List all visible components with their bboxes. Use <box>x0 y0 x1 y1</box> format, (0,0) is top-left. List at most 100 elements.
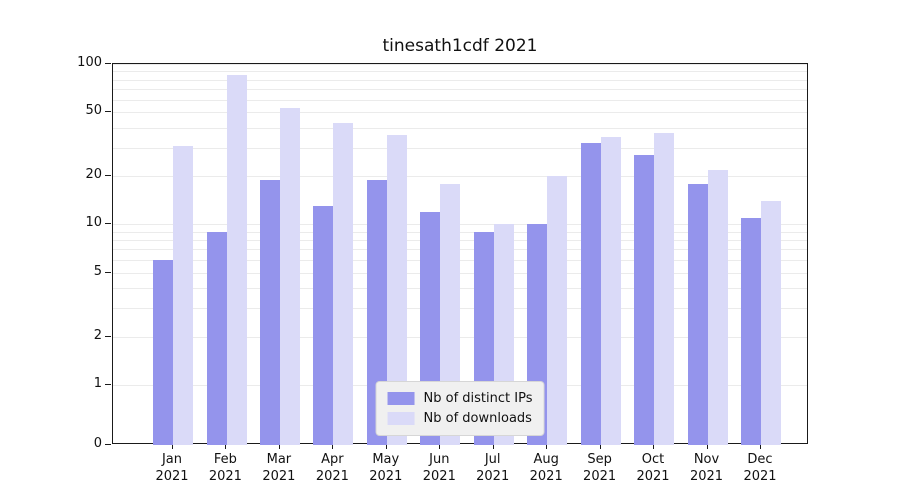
bar-distinct-ips-mar <box>259 179 280 445</box>
gridline <box>113 176 807 178</box>
bar-downloads-mar <box>279 108 300 445</box>
x-tick-month: Feb <box>213 452 237 467</box>
plot-area: Nb of distinct IPs Nb of downloads <box>112 63 808 445</box>
y-tick-mark <box>105 271 111 273</box>
y-tick-mark <box>105 175 111 177</box>
x-tick-year: 2021 <box>743 469 777 484</box>
legend-swatch <box>387 392 415 405</box>
x-tick-mark <box>385 444 387 449</box>
x-tick-year: 2021 <box>315 469 349 484</box>
x-tick-month: Dec <box>747 452 773 467</box>
gridline <box>113 112 807 114</box>
bar-distinct-ips-may <box>366 179 387 445</box>
x-tick-label-feb: Feb 2021 <box>195 451 255 485</box>
bar-downloads-dec <box>761 201 781 445</box>
x-tick-mark <box>760 444 761 449</box>
x-tick-year: 2021 <box>583 469 617 484</box>
x-tick-month: Jul <box>484 452 501 467</box>
bar-distinct-ips-feb <box>206 231 227 445</box>
bar-downloads-sep <box>600 137 621 445</box>
bar-downloads-nov <box>707 169 728 445</box>
x-tick-label-mar: Mar 2021 <box>249 451 309 485</box>
bar-distinct-ips-apr <box>313 206 334 445</box>
x-tick-label-sep: Sep 2021 <box>570 451 630 485</box>
y-tick-mark <box>105 111 111 113</box>
bar-distinct-ips-dec <box>741 217 761 445</box>
gridline <box>113 71 807 73</box>
bar-downloads-jan <box>173 145 193 445</box>
x-tick-mark <box>332 444 334 449</box>
x-tick-month: Sep <box>587 452 612 467</box>
y-tick-mark <box>105 444 111 445</box>
x-tick-month: Jun <box>429 452 450 467</box>
gridline <box>113 127 807 129</box>
gridline <box>113 64 807 65</box>
y-tick-label: 5 <box>93 263 102 279</box>
y-tick-mark <box>105 63 111 64</box>
bar-distinct-ips-nov <box>687 183 708 445</box>
x-tick-mark <box>172 444 173 449</box>
gridline <box>113 88 807 90</box>
x-tick-year: 2021 <box>369 469 403 484</box>
chart-title: tinesath1cdf 2021 <box>382 36 538 56</box>
legend-label: Nb of distinct IPs <box>423 391 533 406</box>
y-tick-label: 0 <box>93 436 102 451</box>
x-tick-year: 2021 <box>636 469 670 484</box>
x-tick-month: Mar <box>266 452 292 467</box>
bar-downloads-jun <box>440 183 461 445</box>
x-tick-month: Oct <box>641 452 665 467</box>
bar-downloads-aug <box>547 176 568 445</box>
bar-downloads-feb <box>226 75 247 445</box>
y-tick-label: 50 <box>85 103 102 119</box>
y-tick-label: 20 <box>85 167 102 183</box>
x-tick-label-may: May 2021 <box>356 451 416 485</box>
x-tick-label-dec: Dec 2021 <box>730 451 790 485</box>
legend-swatch <box>387 412 415 425</box>
y-tick-label: 100 <box>77 55 102 70</box>
x-tick-year: 2021 <box>422 469 456 484</box>
gridline <box>113 147 807 149</box>
y-tick-mark <box>105 383 111 385</box>
x-tick-mark <box>706 444 708 449</box>
x-tick-mark <box>492 444 494 449</box>
x-tick-label-apr: Apr 2021 <box>302 451 362 485</box>
y-tick-mark <box>105 223 111 225</box>
x-tick-mark <box>439 444 441 449</box>
y-tick-label: 10 <box>85 215 102 231</box>
x-tick-month: Nov <box>693 452 720 467</box>
x-tick-mark <box>653 444 654 449</box>
y-tick-label: 2 <box>93 327 102 343</box>
y-tick-mark <box>105 335 111 337</box>
bar-downloads-apr <box>333 122 354 445</box>
x-tick-mark <box>599 444 601 449</box>
x-tick-label-nov: Nov 2021 <box>677 451 737 485</box>
x-tick-year: 2021 <box>262 469 296 484</box>
x-tick-year: 2021 <box>208 469 242 484</box>
bar-distinct-ips-sep <box>580 143 601 445</box>
x-tick-label-oct: Oct 2021 <box>623 451 683 485</box>
bar-downloads-may <box>386 135 407 445</box>
legend-entry: Nb of downloads <box>387 411 533 426</box>
x-tick-month: Jan <box>161 452 183 467</box>
gridline <box>113 99 807 101</box>
legend-entry: Nb of distinct IPs <box>387 391 533 406</box>
x-tick-year: 2021 <box>529 469 563 484</box>
x-tick-year: 2021 <box>476 469 510 484</box>
x-tick-year: 2021 <box>155 469 189 484</box>
x-tick-month: Apr <box>321 452 344 467</box>
x-tick-year: 2021 <box>689 469 724 484</box>
x-tick-mark <box>546 444 548 449</box>
legend: Nb of distinct IPs Nb of downloads <box>375 381 545 436</box>
bar-distinct-ips-jan <box>153 260 173 445</box>
x-tick-label-aug: Aug 2021 <box>516 451 576 485</box>
legend-label: Nb of downloads <box>423 411 532 426</box>
x-tick-mark <box>278 444 280 449</box>
bar-distinct-ips-oct <box>634 155 654 445</box>
x-tick-label-jun: Jun 2021 <box>409 451 469 485</box>
x-tick-label-jul: Jul 2021 <box>463 451 523 485</box>
x-tick-month: Aug <box>533 452 559 467</box>
gridline <box>113 79 807 81</box>
x-tick-month: May <box>372 452 400 467</box>
x-tick-mark <box>225 444 227 449</box>
